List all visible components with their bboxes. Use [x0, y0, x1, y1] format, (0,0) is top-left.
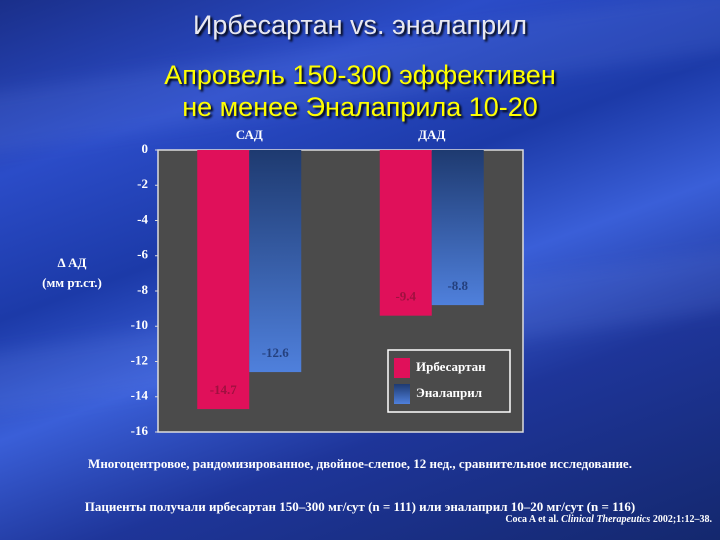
- legend-swatch: [394, 384, 410, 404]
- y-tick-label: 0: [142, 141, 149, 156]
- bar: [249, 150, 302, 373]
- legend-label: Ирбесартан: [416, 359, 486, 374]
- footnote: Пациенты получали ирбесартан 150–300 мг/…: [84, 499, 636, 514]
- chart-subtitle: не менее Эналаприла 10-20: [182, 92, 538, 122]
- citation-journal: Clinical Therapeutics: [561, 514, 651, 525]
- y-tick-label: -6: [137, 247, 148, 262]
- chart-title: Ирбесартан vs. эналаприл: [193, 10, 527, 40]
- data-label: -12.6: [262, 345, 290, 360]
- citation-ref: 2002;1:12–38.: [652, 514, 712, 525]
- citation: Coca A et al. Clinical Therapeutics 2002…: [505, 514, 712, 525]
- legend-swatch: [394, 358, 410, 378]
- data-label: -8.8: [447, 278, 468, 293]
- bar: [379, 150, 432, 316]
- y-axis-label: (мм рт.ст.): [42, 275, 102, 290]
- y-tick-label: -4: [137, 211, 148, 226]
- legend-label: Эналаприл: [416, 385, 482, 400]
- chart-subtitle: Апровель 150-300 эффективен: [164, 60, 556, 90]
- y-tick-label: -8: [137, 282, 148, 297]
- x-tick-label: САД: [236, 127, 263, 142]
- footnote: Многоцентровое, рандомизированное, двойн…: [88, 456, 632, 471]
- y-tick-label: -10: [131, 317, 148, 332]
- y-tick-label: -12: [131, 352, 148, 367]
- bar: [431, 150, 484, 306]
- bar: [197, 150, 250, 410]
- y-tick-label: -14: [131, 388, 149, 403]
- y-tick-label: -2: [137, 176, 148, 191]
- y-axis-label: Δ АД: [57, 255, 86, 270]
- data-label: -9.4: [395, 289, 416, 304]
- data-label: -14.7: [210, 382, 238, 397]
- legend-box: [387, 349, 511, 413]
- x-tick-label: ДАД: [418, 127, 445, 142]
- y-tick-label: -16: [131, 423, 149, 438]
- citation-authors: Coca A et al.: [505, 514, 559, 525]
